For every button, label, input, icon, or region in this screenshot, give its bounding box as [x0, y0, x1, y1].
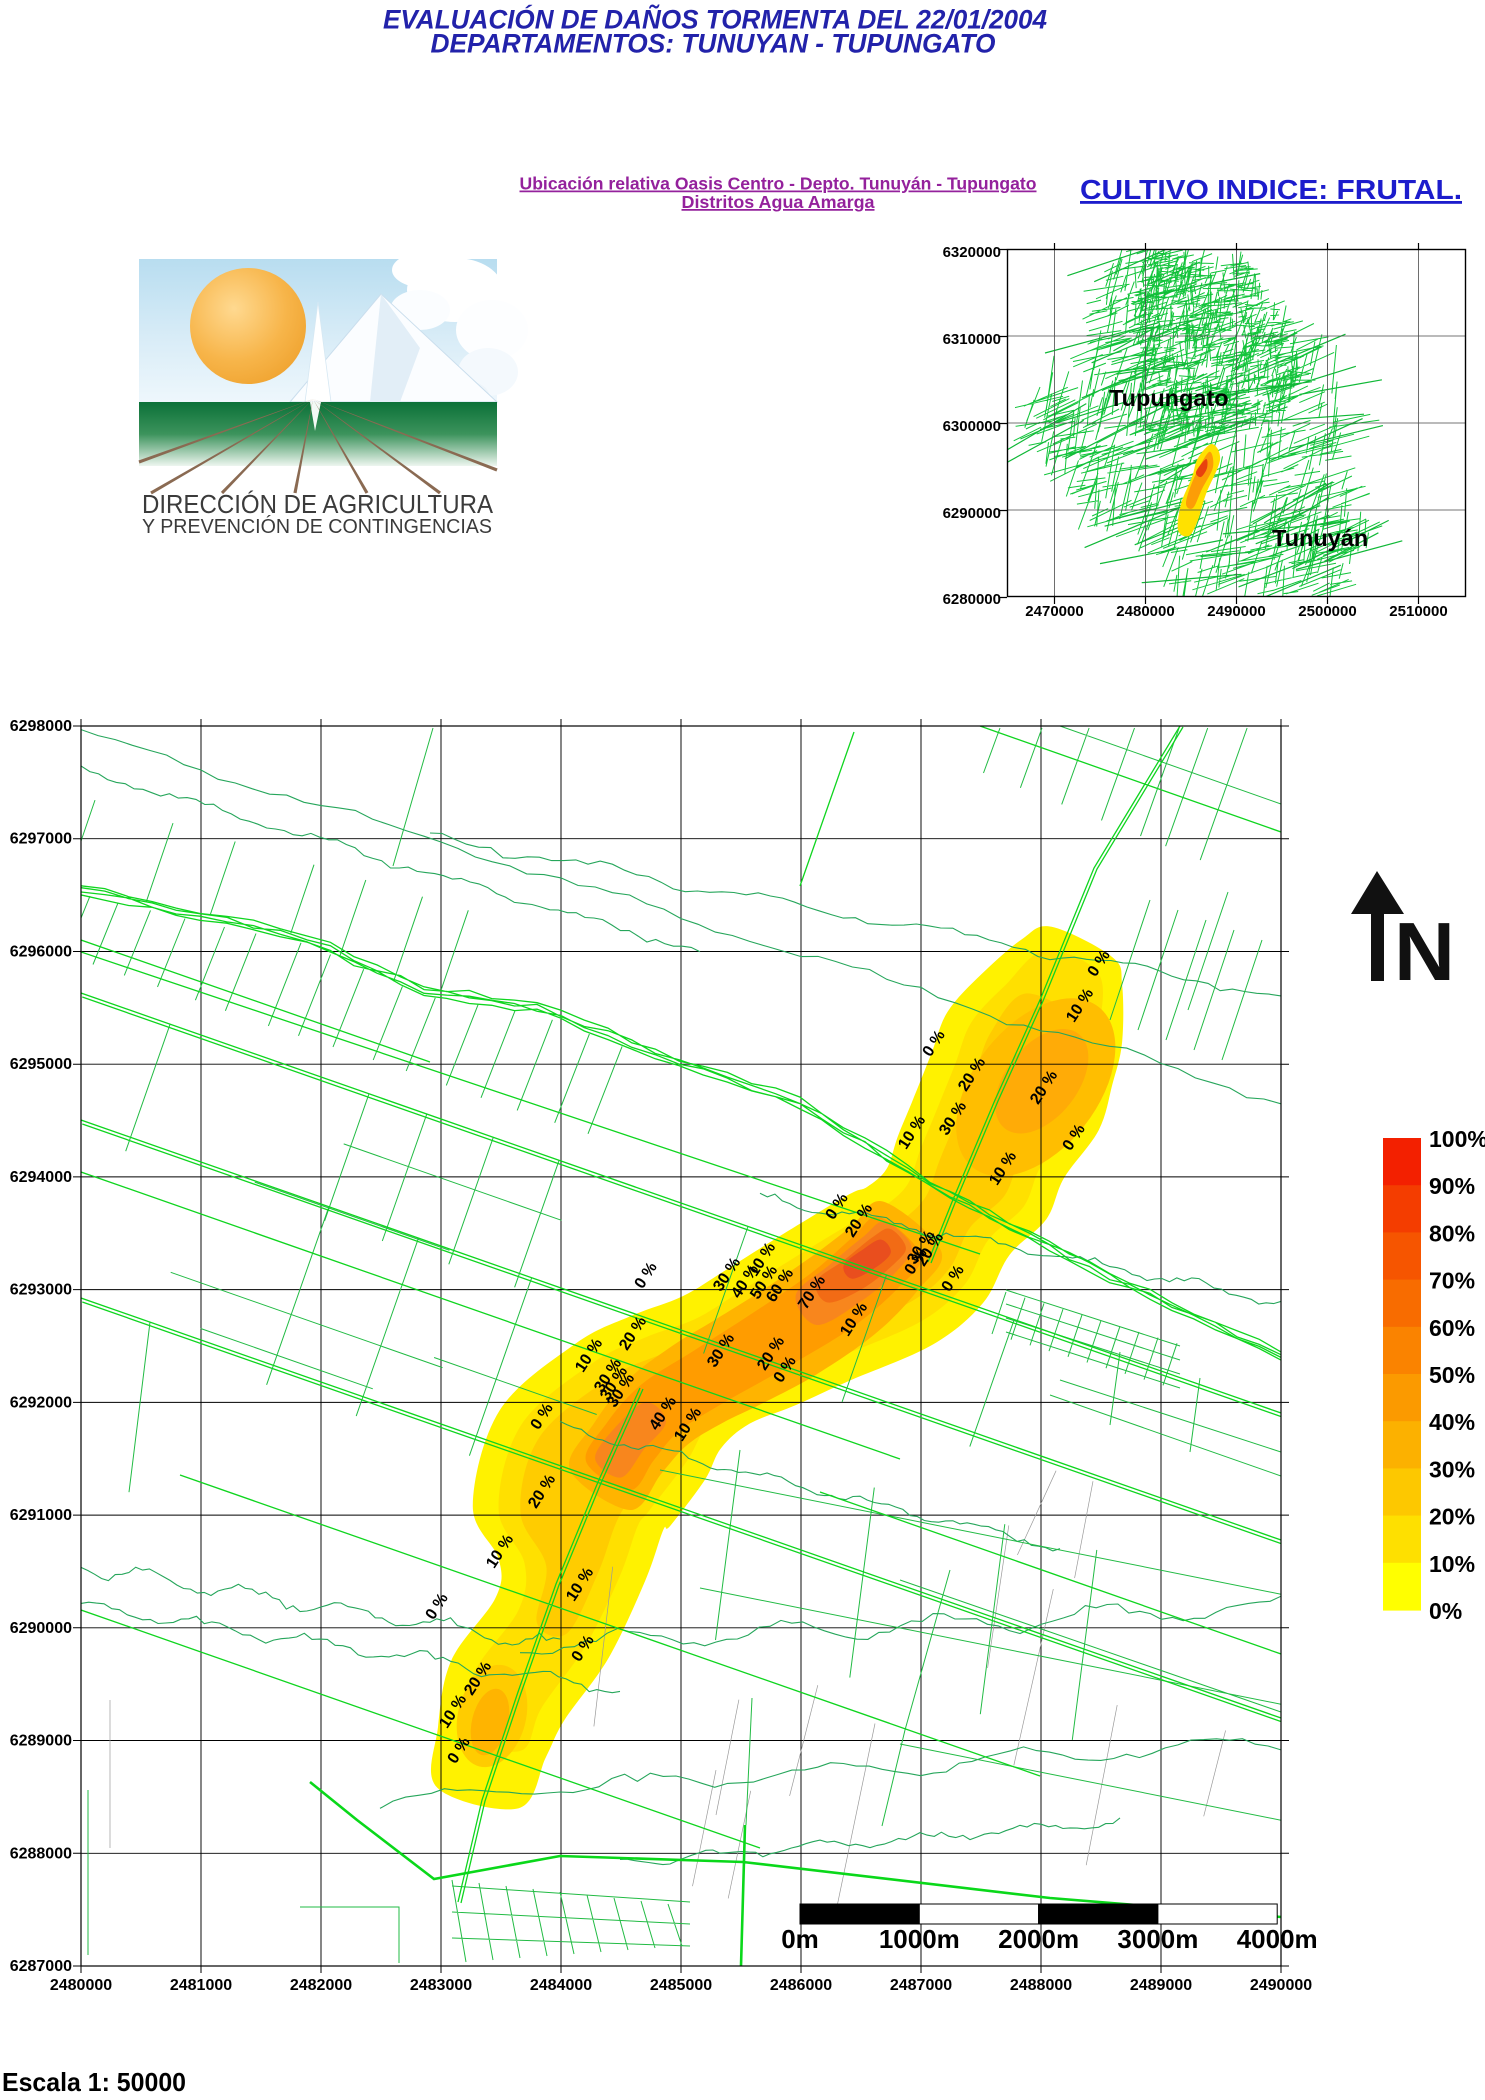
- svg-text:6291000: 6291000: [10, 1507, 72, 1524]
- svg-text:2482000: 2482000: [290, 1977, 352, 1994]
- svg-text:3000m: 3000m: [1117, 1924, 1198, 1954]
- svg-text:N: N: [1394, 905, 1455, 998]
- svg-text:Tunuyán: Tunuyán: [1272, 525, 1368, 551]
- svg-text:Distritos Agua Amarga: Distritos Agua Amarga: [682, 192, 875, 212]
- svg-text:2484000: 2484000: [530, 1977, 592, 1994]
- svg-text:70%: 70%: [1429, 1268, 1475, 1294]
- svg-text:6320000: 6320000: [943, 244, 1001, 261]
- svg-text:2489000: 2489000: [1130, 1977, 1192, 1994]
- svg-text:2490000: 2490000: [1207, 603, 1265, 620]
- svg-text:2485000: 2485000: [650, 1977, 712, 1994]
- svg-text:40%: 40%: [1429, 1409, 1475, 1435]
- svg-text:6297000: 6297000: [10, 831, 72, 848]
- svg-text:Y PREVENCIÓN DE CONTINGENCIAS: Y PREVENCIÓN DE CONTINGENCIAS: [142, 515, 492, 538]
- svg-text:DEPARTAMENTOS: TUNUYAN - TUPUN: DEPARTAMENTOS: TUNUYAN - TUPUNGATO: [431, 29, 996, 59]
- svg-text:6280000: 6280000: [943, 591, 1001, 608]
- svg-text:50%: 50%: [1429, 1362, 1475, 1388]
- svg-text:6296000: 6296000: [10, 944, 72, 961]
- svg-text:6300000: 6300000: [943, 418, 1001, 435]
- svg-text:2490000: 2490000: [1250, 1977, 1312, 1994]
- svg-text:6287000: 6287000: [10, 1958, 72, 1975]
- svg-text:6295000: 6295000: [10, 1056, 72, 1073]
- svg-text:90%: 90%: [1429, 1173, 1475, 1199]
- svg-text:100%: 100%: [1429, 1126, 1485, 1152]
- svg-text:EVALUACIÓN DE DAÑOS TORMENTA D: EVALUACIÓN DE DAÑOS TORMENTA DEL 22/01/2…: [383, 4, 1047, 35]
- svg-text:2483000: 2483000: [410, 1977, 472, 1994]
- svg-text:2480000: 2480000: [50, 1977, 112, 1994]
- svg-text:6288000: 6288000: [10, 1845, 72, 1862]
- svg-text:2000m: 2000m: [998, 1924, 1079, 1954]
- svg-text:0m: 0m: [781, 1924, 819, 1954]
- svg-text:DIRECCIÓN DE AGRICULTURA: DIRECCIÓN DE AGRICULTURA: [142, 489, 494, 519]
- svg-text:1000m: 1000m: [879, 1924, 960, 1954]
- svg-text:Ubicación relativa Oasis Centr: Ubicación relativa Oasis Centro - Depto.…: [520, 174, 1037, 194]
- svg-text:6290000: 6290000: [10, 1620, 72, 1637]
- svg-text:60%: 60%: [1429, 1315, 1475, 1341]
- svg-text:80%: 80%: [1429, 1220, 1475, 1246]
- svg-text:2510000: 2510000: [1389, 603, 1447, 620]
- svg-text:2481000: 2481000: [170, 1977, 232, 1994]
- svg-text:10%: 10%: [1429, 1551, 1475, 1577]
- svg-text:Tupungato: Tupungato: [1109, 385, 1229, 411]
- svg-text:6293000: 6293000: [10, 1282, 72, 1299]
- svg-text:2470000: 2470000: [1025, 603, 1083, 620]
- svg-text:6292000: 6292000: [10, 1394, 72, 1411]
- svg-text:0%: 0%: [1429, 1598, 1462, 1624]
- svg-text:2480000: 2480000: [1116, 603, 1174, 620]
- svg-text:30%: 30%: [1429, 1456, 1475, 1482]
- svg-text:6289000: 6289000: [10, 1733, 72, 1750]
- svg-text:2486000: 2486000: [770, 1977, 832, 1994]
- svg-text:CULTIVO INDICE: FRUTAL.: CULTIVO INDICE: FRUTAL.: [1080, 174, 1462, 205]
- svg-text:4000m: 4000m: [1237, 1924, 1318, 1954]
- svg-text:2488000: 2488000: [1010, 1977, 1072, 1994]
- svg-text:6290000: 6290000: [943, 505, 1001, 522]
- svg-text:6294000: 6294000: [10, 1169, 72, 1186]
- svg-text:6298000: 6298000: [10, 718, 72, 735]
- svg-text:2487000: 2487000: [890, 1977, 952, 1994]
- svg-text:6310000: 6310000: [943, 331, 1001, 348]
- svg-text:20%: 20%: [1429, 1504, 1475, 1530]
- svg-text:Escala 1: 50000: Escala 1: 50000: [2, 2067, 186, 2097]
- svg-text:2500000: 2500000: [1298, 603, 1356, 620]
